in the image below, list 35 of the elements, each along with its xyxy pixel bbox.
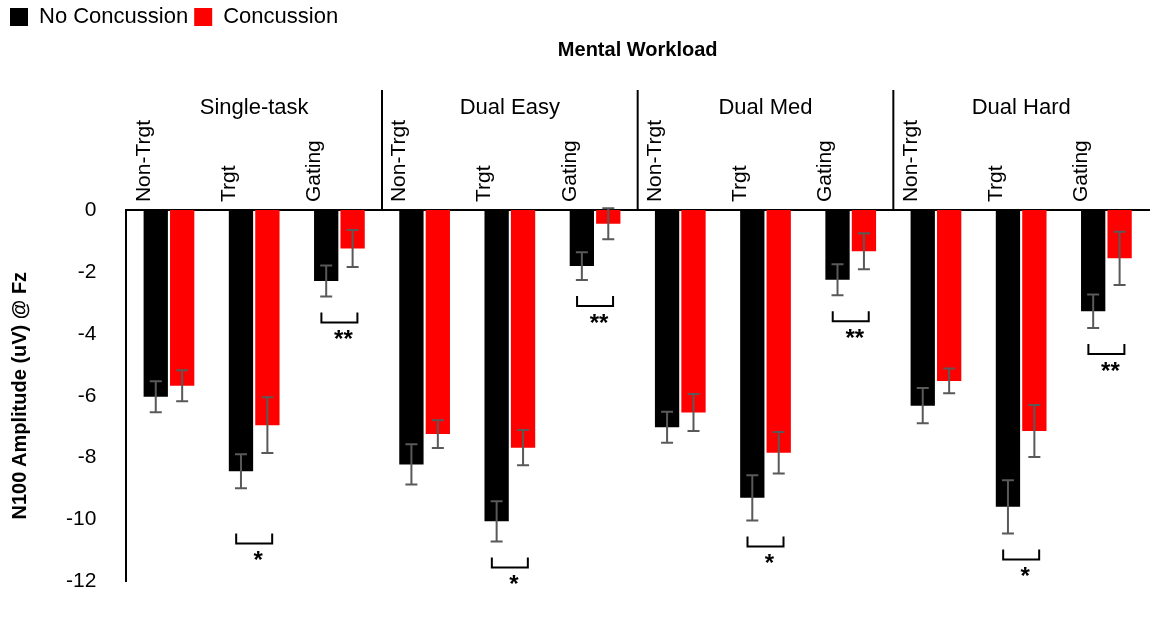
text: Dual Hard [971, 94, 1071, 120]
x-tick-label: Gating [812, 140, 836, 203]
x-tick-label: Trgt [471, 165, 495, 203]
x-tick-label: Non-Trgt [130, 119, 154, 203]
text: Dual Easy [459, 94, 560, 120]
x-axis-title: Mental Workload [557, 37, 718, 60]
y-tick-label: -4 [77, 320, 97, 344]
text: Dual Med [718, 94, 813, 120]
annotation: ** [589, 308, 610, 336]
annotation: ** [845, 323, 865, 351]
x-tick-label: Non-Trgt [386, 119, 410, 203]
x-tick-label: Trgt [982, 165, 1006, 203]
legend-label: No Concussion [39, 3, 189, 29]
y-tick-label: -6 [77, 382, 97, 406]
y-tick-label: -12 [65, 568, 97, 592]
annotation: ** [334, 325, 354, 353]
y-tick-label: -8 [77, 444, 97, 468]
y-tick-label: 0 [84, 196, 97, 220]
x-tick-label: Trgt [727, 165, 751, 203]
x-tick-label: Trgt [215, 165, 239, 203]
text: Single-task [199, 94, 310, 120]
y-tick-label: -2 [77, 258, 97, 282]
x-tick-label: Gating [556, 140, 580, 203]
x-tick-label: Gating [301, 140, 324, 203]
x-tick-label: Non-Trgt [897, 119, 921, 203]
annotation: * [509, 570, 520, 598]
annotation: * [1020, 562, 1031, 590]
x-tick-label: Gating [1067, 140, 1091, 203]
annotation: ** [1101, 356, 1121, 384]
y-tick-label: -10 [65, 506, 97, 530]
legend-label: Concussion [223, 3, 339, 29]
annotation: * [253, 546, 264, 574]
y-axis-title: N100 Amplitude (uV) @ Fz [7, 271, 30, 520]
annotation: * [764, 549, 775, 577]
x-tick-label: Non-Trgt [641, 119, 665, 203]
